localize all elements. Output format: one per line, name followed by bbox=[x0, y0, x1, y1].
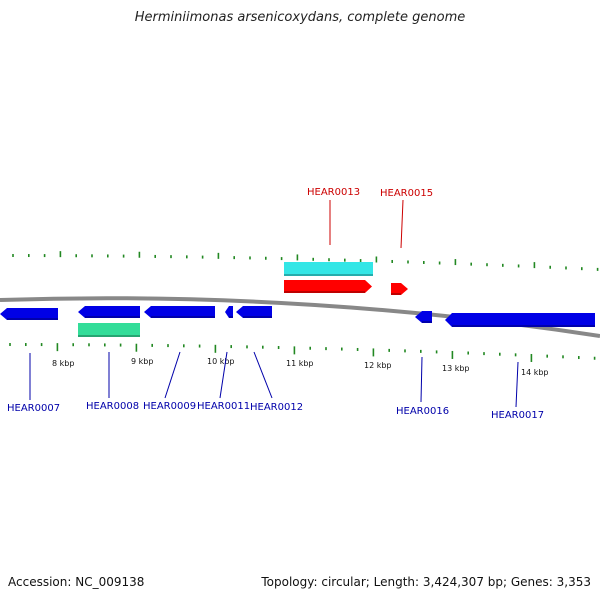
forward-gene-hear0013-shade bbox=[284, 291, 365, 293]
gene-features bbox=[0, 262, 595, 337]
genome-summary: Topology: circular; Length: 3,424,307 bp… bbox=[261, 575, 591, 589]
gene-label-hear0011-leader bbox=[219, 351, 228, 399]
forward-gene-hear0015-shade bbox=[391, 293, 401, 295]
gene-label-hear0017[interactable]: HEAR0017 bbox=[491, 410, 544, 421]
reverse-gene-hear0008[interactable] bbox=[78, 306, 140, 318]
accession-label: Accession: NC_009138 bbox=[8, 575, 145, 589]
gene-label-hear0009-leader bbox=[164, 351, 181, 399]
gene-label-hear0015[interactable]: HEAR0015 bbox=[380, 188, 433, 199]
forward-gene-hear0013[interactable] bbox=[284, 280, 372, 293]
scale-labels: 8 kbp 9 kbp 10 kbp 11 kbp 12 kbp 13 kbp 14 kbp bbox=[52, 357, 549, 377]
gene-label-hear0012-leader bbox=[253, 351, 273, 399]
genome-title: Herminiimonas arsenicoxydans, complete g… bbox=[134, 10, 466, 25]
reverse-rna-hear0008-shade bbox=[78, 335, 140, 337]
gene-label-hear0015-leader bbox=[400, 199, 404, 249]
gene-label-hear0011[interactable]: HEAR0011 bbox=[197, 401, 250, 412]
gene-label-hear0016[interactable]: HEAR0016 bbox=[396, 406, 449, 417]
reverse-gene-hear0007[interactable] bbox=[0, 308, 58, 320]
gene-label-hear0007[interactable]: HEAR0007 bbox=[7, 403, 60, 414]
scale-label: 12 kbp bbox=[364, 361, 392, 370]
reverse-gene-hear0016[interactable] bbox=[415, 311, 432, 323]
reverse-gene-hear0017-shade bbox=[452, 325, 595, 327]
forward-rna-hear0013[interactable] bbox=[284, 262, 373, 276]
reverse-gene-hear0012-shade bbox=[243, 316, 272, 318]
gene-label-hear0012[interactable]: HEAR0012 bbox=[250, 402, 303, 413]
forward-rna-hear0013-shade bbox=[284, 274, 373, 276]
reverse-gene-hear0009[interactable] bbox=[144, 306, 215, 318]
scale-label: 8 kbp bbox=[52, 359, 74, 368]
reverse-gene-hear0012[interactable] bbox=[236, 306, 272, 318]
gene-label-hear0016-leader bbox=[420, 356, 423, 403]
reverse-rna-hear0008[interactable] bbox=[78, 323, 140, 337]
scale-label: 9 kbp bbox=[131, 357, 153, 366]
reverse-gene-hear0017[interactable] bbox=[445, 313, 595, 327]
scale-label: 10 kbp bbox=[207, 357, 235, 366]
outer-tick-track bbox=[12, 251, 599, 271]
gene-label-hear0009[interactable]: HEAR0009 bbox=[143, 401, 196, 412]
gene-labels: HEAR0013 HEAR0015 HEAR0007 HEAR0008 HEAR0009… bbox=[7, 187, 544, 421]
scale-label: 13 kbp bbox=[442, 364, 470, 373]
reverse-gene-hear0007-shade bbox=[7, 318, 58, 320]
reverse-gene-hear0009-shade bbox=[151, 316, 215, 318]
inner-tick-track bbox=[9, 343, 596, 362]
forward-gene-hear0015[interactable] bbox=[391, 283, 408, 295]
gene-label-hear0013[interactable]: HEAR0013 bbox=[307, 187, 360, 198]
gene-label-hear0017-leader bbox=[515, 361, 519, 408]
scale-label: 11 kbp bbox=[286, 359, 314, 368]
gene-label-hear0008[interactable]: HEAR0008 bbox=[86, 401, 139, 412]
scale-label: 14 kbp bbox=[521, 368, 549, 377]
reverse-gene-hear0008-shade bbox=[85, 316, 140, 318]
reverse-gene-hear0016-shade bbox=[422, 321, 432, 323]
reverse-gene-hear0011-shade bbox=[229, 316, 233, 318]
reverse-gene-hear0011[interactable] bbox=[225, 306, 233, 318]
